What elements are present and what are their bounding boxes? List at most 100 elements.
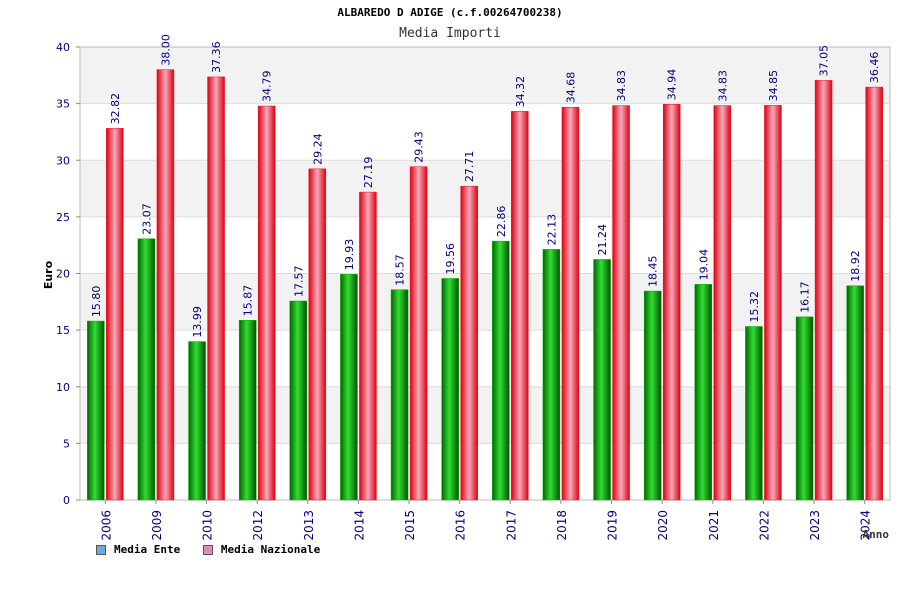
data-label: 15.80 — [90, 286, 103, 318]
bar-media-nazionale — [359, 191, 377, 501]
legend-swatch-nazionale — [202, 544, 213, 555]
bar-media-nazionale — [662, 104, 681, 501]
data-label: 37.36 — [210, 41, 223, 73]
bar-media-ente — [542, 249, 561, 501]
bar-media-nazionale — [511, 111, 529, 501]
x-tick-label: 2019 — [606, 510, 620, 541]
data-label: 34.68 — [564, 72, 577, 104]
data-label: 17.57 — [292, 266, 305, 298]
legend-item-nazionale: Media Nazionale — [202, 543, 321, 556]
data-label: 15.87 — [242, 285, 255, 317]
x-tick-label: 2014 — [352, 510, 366, 541]
x-tick-label: 2016 — [454, 510, 468, 541]
x-tick-label: 2020 — [656, 510, 670, 541]
chart-title: ALBAREDO D ADIGE (c.f.00264700238) — [337, 6, 563, 19]
x-axis: 2006 2009 2010 2012 2013 2014 2015 2016 2017 2018… — [99, 500, 873, 541]
y-tick-label: 0 — [63, 494, 70, 507]
bar-media-ente — [340, 274, 358, 501]
y-tick-label: 20 — [56, 268, 70, 281]
bar-media-ente — [745, 326, 763, 501]
data-label: 19.93 — [343, 239, 356, 271]
data-label: 29.43 — [413, 131, 426, 163]
legend-label-ente: Media Ente — [114, 543, 181, 556]
data-label: 23.07 — [140, 203, 153, 235]
bar-media-ente — [441, 278, 459, 501]
bar-media-nazionale — [561, 106, 580, 501]
bar-media-nazionale — [713, 105, 732, 501]
y-tick-label: 5 — [63, 437, 70, 450]
bar-media-nazionale — [257, 105, 276, 501]
bars: 15.80 32.82 23.07 38.00 13.99 37.36 15.87 34.79… — [87, 34, 883, 501]
x-tick-label: 2022 — [757, 510, 771, 541]
bar-media-nazionale — [612, 105, 630, 501]
x-tick-label: 2010 — [201, 510, 215, 541]
data-label: 18.92 — [849, 250, 862, 282]
y-tick-label: 35 — [56, 98, 70, 111]
data-label: 34.79 — [261, 71, 274, 103]
data-label: 34.32 — [514, 76, 527, 108]
x-tick-label: 2018 — [555, 510, 569, 541]
data-label: 19.56 — [444, 243, 457, 275]
data-label: 34.83 — [716, 70, 729, 102]
bar-media-nazionale — [409, 166, 428, 501]
y-tick-label: 40 — [56, 41, 70, 54]
legend-label-nazionale: Media Nazionale — [220, 543, 321, 556]
x-tick-label: 2015 — [403, 510, 417, 541]
legend-item-ente: Media Ente — [96, 543, 180, 556]
bar-media-ente — [593, 259, 611, 501]
data-label: 22.13 — [545, 214, 558, 246]
y-axis-label: Euro — [42, 260, 55, 289]
x-axis-label: Anno — [863, 528, 890, 541]
chart-subtitle: Media Importi — [399, 26, 501, 41]
x-tick-label: 2021 — [707, 510, 721, 541]
data-label: 34.85 — [767, 70, 780, 102]
bar-media-ente — [846, 285, 864, 501]
x-tick-label: 2006 — [99, 510, 113, 541]
bar-media-nazionale — [207, 76, 225, 501]
y-tick-label: 15 — [56, 324, 70, 337]
bar-media-ente — [694, 284, 713, 501]
data-label: 32.82 — [109, 93, 122, 125]
data-label: 34.83 — [615, 70, 628, 102]
x-tick-label: 2009 — [150, 510, 164, 541]
data-label: 16.17 — [799, 281, 812, 313]
bar-media-ente — [390, 289, 409, 501]
x-tick-label: 2017 — [504, 510, 518, 541]
bar-media-nazionale — [460, 185, 478, 501]
y-axis: 0 5 10 15 20 25 30 35 40 — [56, 41, 80, 507]
bar-media-ente — [795, 316, 814, 501]
data-label: 34.94 — [666, 69, 679, 101]
data-label: 36.46 — [868, 52, 881, 84]
bar-media-nazionale — [308, 168, 327, 501]
bar-media-ente — [137, 238, 156, 501]
y-tick-label: 25 — [56, 211, 70, 224]
data-label: 15.32 — [748, 291, 761, 323]
data-label: 38.00 — [159, 34, 172, 66]
bar-media-ente — [643, 290, 662, 501]
data-label: 18.57 — [394, 254, 407, 286]
data-label: 18.45 — [647, 256, 660, 288]
y-tick-label: 30 — [56, 154, 70, 167]
bar-media-nazionale — [814, 80, 833, 501]
x-tick-label: 2013 — [302, 510, 316, 541]
legend-swatch-ente — [96, 544, 106, 555]
bar-media-ente — [492, 240, 510, 501]
data-label: 22.86 — [495, 206, 508, 238]
data-label: 27.19 — [362, 157, 375, 189]
bar-media-ente — [188, 341, 206, 501]
bar-media-nazionale — [865, 86, 883, 501]
data-label: 13.99 — [191, 306, 204, 338]
data-label: 19.04 — [697, 249, 710, 281]
x-tick-label: 2023 — [808, 510, 822, 541]
x-tick-label: 2012 — [251, 510, 265, 541]
legend: Media Ente Media Nazionale — [96, 543, 336, 558]
data-label: 37.05 — [818, 45, 831, 77]
bar-media-nazionale — [156, 69, 175, 501]
data-label: 27.71 — [463, 151, 476, 183]
data-label: 29.24 — [311, 133, 324, 165]
bar-media-ente — [238, 320, 257, 501]
data-label: 21.24 — [596, 224, 609, 256]
y-tick-label: 10 — [56, 381, 70, 394]
bar-media-ente — [87, 320, 105, 501]
